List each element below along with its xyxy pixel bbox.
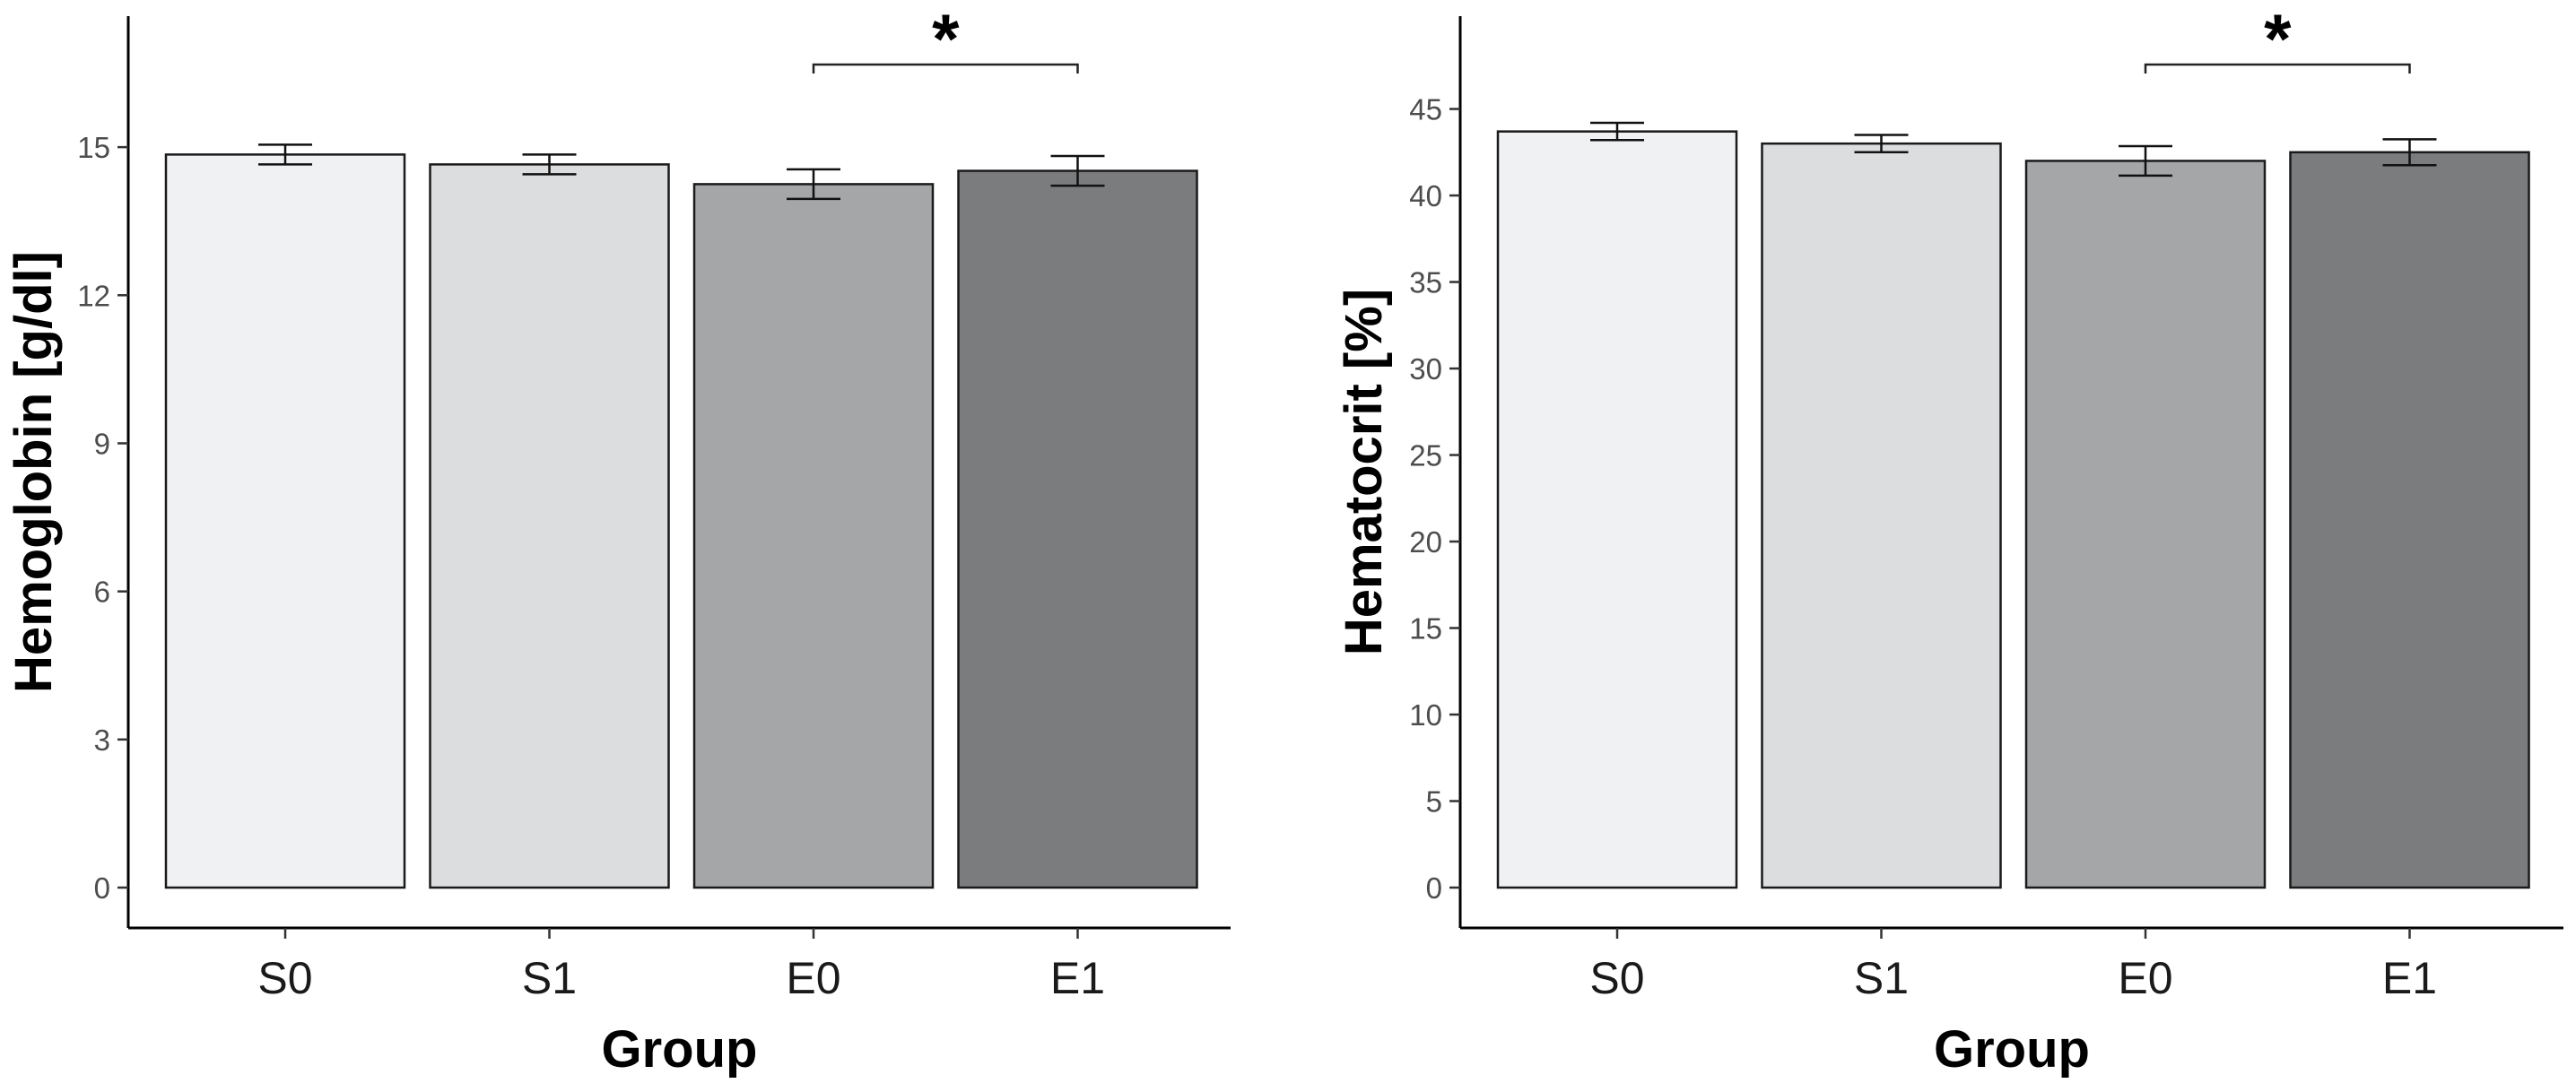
x-tick-label: E0 xyxy=(2118,953,2172,1003)
y-tick-label: 3 xyxy=(94,724,110,757)
x-axis-title: Group xyxy=(1934,1020,2090,1079)
y-tick-label: 12 xyxy=(77,279,110,312)
hematocrit-chart: 0 5 10 15 20 25 30 35 40 45 S0 S1 E0 E1 * Group Hematocr… xyxy=(1335,0,2563,1079)
x-tick-label: S0 xyxy=(257,953,312,1003)
x-tick-label: E1 xyxy=(2382,953,2437,1003)
y-tick-label: 9 xyxy=(94,427,110,460)
x-tick-label: S0 xyxy=(1589,953,1644,1003)
y-tick-label: 45 xyxy=(1409,93,1442,126)
y-axis-title: Hemoglobin [g/dl] xyxy=(4,251,63,693)
y-tick-label: 40 xyxy=(1409,179,1442,212)
y-tick-label: 5 xyxy=(1426,785,1442,819)
y-tick-label: 15 xyxy=(1409,612,1442,646)
significance-bracket xyxy=(812,63,1079,74)
x-tick-label: S1 xyxy=(522,953,577,1003)
y-tick-label: 10 xyxy=(1409,698,1442,732)
bar-S1 xyxy=(429,163,670,889)
y-tick-label: 0 xyxy=(94,871,110,905)
significance-bracket xyxy=(2144,63,2411,74)
hemoglobin-chart: 0 3 6 9 12 15 S0 S1 E0 E1 * Group Hemoglobin [g/dl] xyxy=(4,0,1231,1079)
x-tick-label: E0 xyxy=(786,953,840,1003)
y-tick-label: 6 xyxy=(94,576,110,609)
significance-marker: * xyxy=(932,0,960,78)
y-tick-label: 20 xyxy=(1409,525,1442,559)
bar-E1 xyxy=(2289,151,2530,889)
x-axis-title: Group xyxy=(602,1020,758,1079)
bar-S1 xyxy=(1761,142,2002,889)
bar-S0 xyxy=(1496,130,1738,889)
y-tick-label: 15 xyxy=(77,131,110,164)
significance-marker: * xyxy=(2264,0,2292,78)
y-tick-label: 30 xyxy=(1409,352,1442,386)
bar-E0 xyxy=(2024,160,2267,889)
y-tick-label: 25 xyxy=(1409,439,1442,472)
bar-E0 xyxy=(692,183,935,889)
x-tick-label: E1 xyxy=(1050,953,1105,1003)
x-tick-label: S1 xyxy=(1854,953,1909,1003)
y-tick-label: 0 xyxy=(1426,871,1442,905)
bar-E1 xyxy=(957,169,1198,889)
y-tick-label: 35 xyxy=(1409,266,1442,299)
bar-S0 xyxy=(164,153,406,889)
y-axis-title: Hematocrit [%] xyxy=(1335,289,1393,655)
